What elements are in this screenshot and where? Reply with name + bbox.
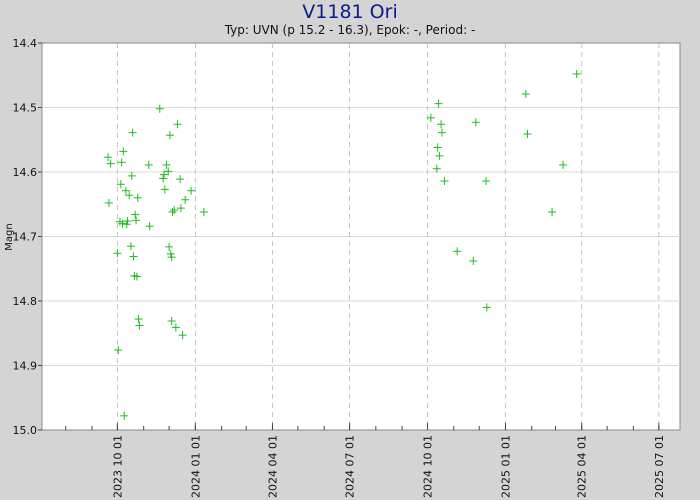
data-point: [104, 198, 113, 207]
data-point: [165, 131, 174, 140]
x-tick-label: 2024 04 01: [266, 435, 279, 498]
data-point: [572, 69, 581, 78]
y-tick-label: 14.9: [13, 360, 38, 373]
data-point: [434, 99, 443, 108]
y-tick-label: 14.8: [13, 295, 38, 308]
data-point: [160, 185, 169, 194]
data-point: [162, 160, 171, 169]
data-point: [437, 120, 446, 129]
data-point: [133, 193, 142, 202]
data-point: [118, 219, 127, 228]
data-point: [134, 315, 143, 324]
data-point: [113, 249, 122, 258]
data-point: [159, 174, 168, 183]
data-point: [127, 171, 136, 180]
data-point: [167, 253, 176, 262]
data-point: [523, 129, 532, 138]
data-point: [114, 346, 123, 355]
data-point: [135, 321, 144, 330]
data-point: [131, 210, 140, 219]
data-point: [106, 159, 115, 168]
data-point: [181, 195, 190, 204]
y-axis-label: Magn: [4, 223, 15, 250]
grid-lines: [42, 43, 680, 430]
y-tick-label: 14.6: [13, 166, 38, 179]
data-point: [168, 207, 177, 216]
data-point: [435, 151, 444, 160]
data-point: [481, 177, 490, 186]
data-point: [559, 160, 568, 169]
data-point: [129, 252, 138, 261]
data-point: [482, 303, 491, 312]
data-point: [167, 316, 176, 325]
data-point: [176, 175, 185, 184]
data-point: [166, 249, 175, 258]
data-point: [160, 170, 169, 179]
data-point: [426, 113, 435, 122]
data-point: [187, 186, 196, 195]
y-tick-label: 14.7: [13, 231, 38, 244]
data-point: [164, 167, 173, 176]
data-point: [128, 128, 137, 137]
x-tick-label: 2025 01 01: [499, 435, 512, 498]
chart-subtitle: Typ: UVN (p 15.2 - 16.3), Epok: -, Perio…: [224, 23, 476, 37]
data-point: [440, 177, 449, 186]
data-point: [199, 207, 208, 216]
x-tick-label: 2025 04 01: [576, 435, 589, 498]
data-point: [469, 257, 478, 266]
data-point: [437, 128, 446, 137]
data-point: [144, 160, 153, 169]
x-tick-label: 2024 10 01: [422, 435, 435, 498]
data-point: [122, 220, 131, 229]
data-point: [433, 143, 442, 152]
data-point: [176, 204, 185, 213]
data-point: [116, 180, 125, 189]
data-point: [453, 247, 462, 256]
data-point: [471, 118, 480, 127]
data-point: [521, 89, 530, 98]
y-tick-label: 14.4: [13, 37, 38, 50]
x-tick-label: 2025 07 01: [653, 435, 666, 498]
data-point: [145, 222, 154, 231]
data-point: [125, 191, 134, 200]
data-point: [155, 104, 164, 113]
data-point: [548, 207, 557, 216]
data-point: [120, 411, 129, 420]
data-point: [123, 217, 132, 226]
data-point: [119, 147, 128, 156]
x-tick-label: 2024 01 01: [189, 435, 202, 498]
data-point: [132, 216, 141, 225]
data-point: [173, 120, 182, 129]
data-point: [171, 323, 180, 332]
data-points: [104, 69, 581, 420]
data-point: [104, 153, 113, 162]
data-point: [165, 242, 174, 251]
chart-title: V1181 Ori: [302, 1, 398, 23]
y-tick-label: 14.5: [13, 102, 38, 115]
data-point: [121, 186, 130, 195]
data-point: [117, 158, 126, 167]
data-point: [170, 206, 179, 215]
data-point: [132, 272, 141, 281]
x-tick-label: 2024 07 01: [344, 435, 357, 498]
data-point: [432, 164, 441, 173]
y-tick-label: 15.0: [13, 424, 38, 437]
x-tick-label: 2023 10 01: [111, 435, 124, 498]
data-point: [126, 242, 135, 251]
axes: 14.4 14.5 14.6 14.7 14.8 14.9 15.0 2023 10 01 20…: [13, 37, 666, 498]
data-point: [178, 331, 187, 340]
